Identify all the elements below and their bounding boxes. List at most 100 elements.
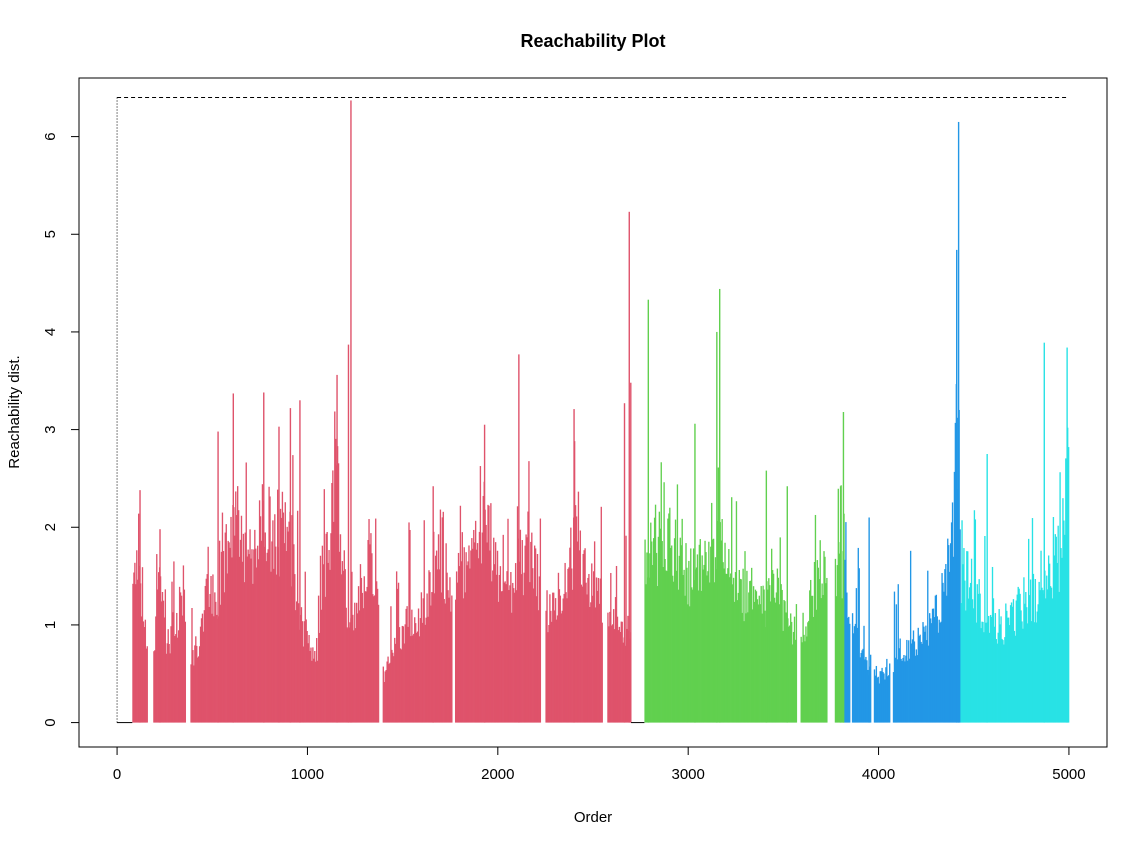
reachability-bar — [222, 551, 225, 723]
reachability-bar — [1020, 610, 1022, 723]
reachability-bar — [952, 556, 955, 723]
reachability-bar — [554, 598, 557, 723]
reachability-bar — [596, 590, 599, 723]
reachability-bar — [865, 656, 867, 723]
reachability-bar — [207, 546, 209, 723]
reachability-bar — [395, 571, 398, 723]
reachability-bar — [700, 590, 702, 723]
reachability-bar — [1040, 550, 1042, 723]
reachability-bar — [687, 604, 689, 723]
reachability-peak — [647, 299, 650, 723]
reachability-bar — [369, 544, 371, 723]
reachability-bar — [739, 578, 741, 723]
reachability-bar — [247, 549, 249, 723]
reachability-bar — [1016, 594, 1018, 723]
reachability-bar — [805, 626, 807, 723]
reachability-bar — [932, 608, 935, 723]
reachability-bar — [608, 626, 610, 723]
reachability-bar — [301, 621, 304, 723]
reachability-bar — [162, 600, 165, 723]
reachability-bar — [696, 554, 699, 723]
reachability-bar — [527, 511, 529, 723]
reachability-bar — [228, 542, 230, 723]
reachability-bar — [960, 603, 962, 723]
reachability-bar — [809, 590, 811, 723]
reachability-bar — [742, 568, 744, 723]
reachability-bar — [492, 570, 494, 723]
reachability-bar — [977, 593, 979, 723]
reachability-bar — [754, 589, 757, 723]
reachability-bar — [1039, 590, 1041, 723]
reachability-bar — [389, 662, 391, 723]
reachability-bar — [168, 643, 170, 723]
reachability-bar — [657, 536, 660, 723]
reachability-bar — [208, 606, 210, 723]
reachability-bar — [778, 604, 780, 723]
reachability-bar — [317, 595, 320, 723]
x-tick-label: 5000 — [1052, 766, 1085, 783]
reachability-bar — [585, 582, 587, 723]
reachability-bar — [565, 592, 567, 723]
reachability-bar — [564, 562, 566, 723]
reachability-bar — [449, 577, 451, 723]
reachability-bar — [654, 504, 657, 723]
reachability-bar — [238, 556, 241, 723]
reachability-bar — [242, 533, 245, 723]
reachability-bar — [790, 621, 793, 723]
bars-layer — [117, 100, 1070, 724]
reachability-bar — [857, 547, 859, 723]
y-tick-label: 0 — [42, 718, 59, 726]
reachability-bar — [758, 595, 760, 723]
reachability-bar — [571, 568, 573, 723]
reachability-bar — [979, 593, 981, 723]
reachability-bar — [993, 626, 996, 723]
reachability-bar — [948, 545, 950, 723]
reachability-bar — [254, 529, 256, 723]
reachability-bar — [258, 500, 261, 723]
reachability-peak — [299, 400, 301, 723]
reachability-bar — [813, 562, 816, 723]
reachability-bar — [319, 555, 322, 723]
reachability-bar — [264, 532, 266, 723]
reachability-bar — [260, 540, 263, 723]
reachability-bar — [991, 566, 994, 723]
reachability-bar — [297, 603, 300, 723]
reachability-bar — [552, 592, 554, 723]
reachability-bar — [536, 553, 539, 723]
reachability-bar — [382, 666, 384, 723]
reachability-bar — [286, 526, 288, 723]
reachability-bar — [311, 660, 313, 723]
reachability-bar — [907, 660, 909, 723]
reachability-bar — [481, 532, 483, 723]
reachability-bar — [1018, 588, 1020, 723]
reachability-bar — [279, 508, 282, 723]
reachability-bar — [183, 589, 186, 723]
reachability-bar — [989, 614, 992, 723]
reachability-bar — [471, 538, 473, 723]
reachability-peak — [1066, 347, 1068, 723]
reachability-peak — [719, 288, 721, 723]
reachability-bar — [175, 634, 177, 723]
reachability-bar — [941, 573, 943, 723]
reachability-bar — [645, 584, 647, 723]
reachability-bar — [908, 640, 910, 723]
reachability-bar — [276, 489, 279, 723]
reachability-bar — [838, 553, 840, 723]
reachability-bar — [898, 648, 900, 723]
reachability-bar — [775, 592, 778, 723]
reachability-bar — [138, 513, 140, 723]
reachability-bar — [668, 513, 670, 723]
reachability-bar — [931, 608, 934, 723]
reachability-bar — [364, 591, 366, 723]
reachability-bar — [310, 647, 312, 723]
reachability-bar — [860, 652, 862, 723]
reachability-bar — [401, 625, 404, 723]
reachability-bar — [922, 622, 924, 723]
reachability-bar — [498, 574, 501, 723]
reachability-bar — [724, 542, 726, 723]
reachability-bar — [473, 529, 475, 723]
reachability-bar — [157, 589, 159, 723]
reachability-bar — [343, 550, 345, 723]
reachability-bar — [1000, 616, 1002, 723]
reachability-bar — [441, 517, 444, 723]
